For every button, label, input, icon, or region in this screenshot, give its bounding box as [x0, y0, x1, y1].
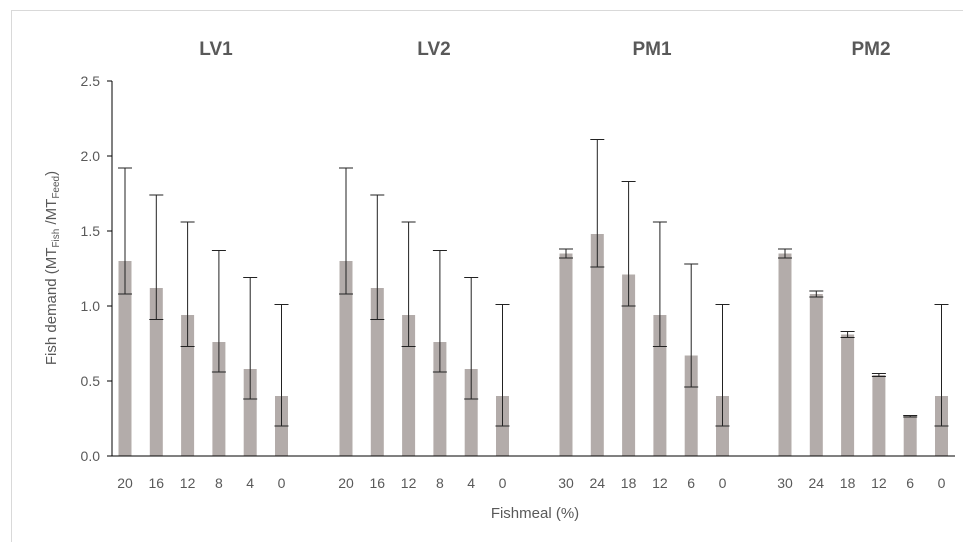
x-tick-label: 0 [719, 475, 727, 491]
y-tick-label: 1.0 [81, 298, 101, 314]
y-axis-title: Fish demand (MTFish /MTFeed) [43, 171, 62, 365]
y-axis-title-mid: /MT [43, 199, 60, 229]
x-tick-label: 30 [777, 475, 793, 491]
x-tick-label: 18 [840, 475, 856, 491]
bar-series [118, 234, 948, 456]
x-tick-label: 4 [467, 475, 475, 491]
y-tick-label: 2.0 [81, 148, 101, 164]
bar [841, 334, 855, 456]
x-axis-title: Fishmeal (%) [491, 505, 579, 522]
bar [653, 315, 667, 456]
bar [433, 342, 447, 456]
bar [118, 261, 132, 456]
bar [778, 253, 792, 456]
x-tick-label: 8 [215, 475, 223, 491]
bar [464, 369, 478, 456]
bar [339, 261, 353, 456]
panel-title: PM2 [851, 39, 890, 60]
x-tick-label: 8 [436, 475, 444, 491]
bar [370, 288, 384, 456]
y-axis-title-open: (MT [43, 248, 60, 275]
x-tick-label: 12 [180, 475, 196, 491]
x-tick-label: 24 [809, 475, 825, 491]
x-tick-label: 20 [338, 475, 354, 491]
x-tick-label: 18 [621, 475, 637, 491]
bar [684, 355, 698, 456]
bar [559, 253, 573, 456]
y-tick-label: 0.0 [81, 448, 101, 464]
y-tick-label: 0.5 [81, 373, 101, 389]
error-bars [118, 139, 949, 427]
y-tick-label: 2.5 [81, 73, 101, 89]
y-axis-title-sub1: Fish [51, 229, 62, 248]
x-tick-label: 4 [246, 475, 254, 491]
bar [181, 315, 195, 456]
x-tick-label: 12 [652, 475, 668, 491]
bar [243, 369, 257, 456]
x-tick-label: 16 [370, 475, 386, 491]
figure-left-border [11, 10, 12, 542]
x-tick-label: 24 [590, 475, 606, 491]
panel-title: LV2 [417, 39, 450, 60]
y-axis-ticks: 0.0 0.5 1.0 1.5 2.0 2.5 [81, 73, 112, 464]
bar [809, 294, 823, 456]
x-tick-label: 20 [117, 475, 133, 491]
x-tick-label: 6 [687, 475, 695, 491]
y-axis-title-main: Fish demand [43, 278, 60, 365]
x-tick-label: 12 [871, 475, 887, 491]
x-tick-label: 0 [278, 475, 286, 491]
axes [111, 81, 955, 457]
y-axis-title-close: ) [43, 171, 60, 176]
y-tick-label: 1.5 [81, 223, 101, 239]
panel-titles: LV1 LV2 PM1 PM2 [199, 39, 890, 60]
x-tick-label: 6 [906, 475, 914, 491]
x-axis-ticks: 20 16 12 8 4 0 20 16 12 8 4 0 30 24 18 12 6 0 30 24 18 12 6 0 [117, 475, 945, 491]
bar [872, 375, 886, 456]
x-tick-label: 16 [149, 475, 165, 491]
y-axis-title-sub2: Feed [51, 176, 62, 199]
x-tick-label: 0 [499, 475, 507, 491]
bar [622, 274, 636, 456]
bar [212, 342, 226, 456]
bar [149, 288, 163, 456]
x-tick-label: 0 [938, 475, 946, 491]
x-tick-label: 12 [401, 475, 417, 491]
bar [402, 315, 416, 456]
panel-title: LV1 [199, 39, 233, 60]
x-tick-label: 30 [558, 475, 574, 491]
bar [590, 234, 604, 456]
panel-title: PM1 [632, 39, 672, 60]
bar [903, 415, 917, 456]
figure-top-border [11, 10, 963, 11]
